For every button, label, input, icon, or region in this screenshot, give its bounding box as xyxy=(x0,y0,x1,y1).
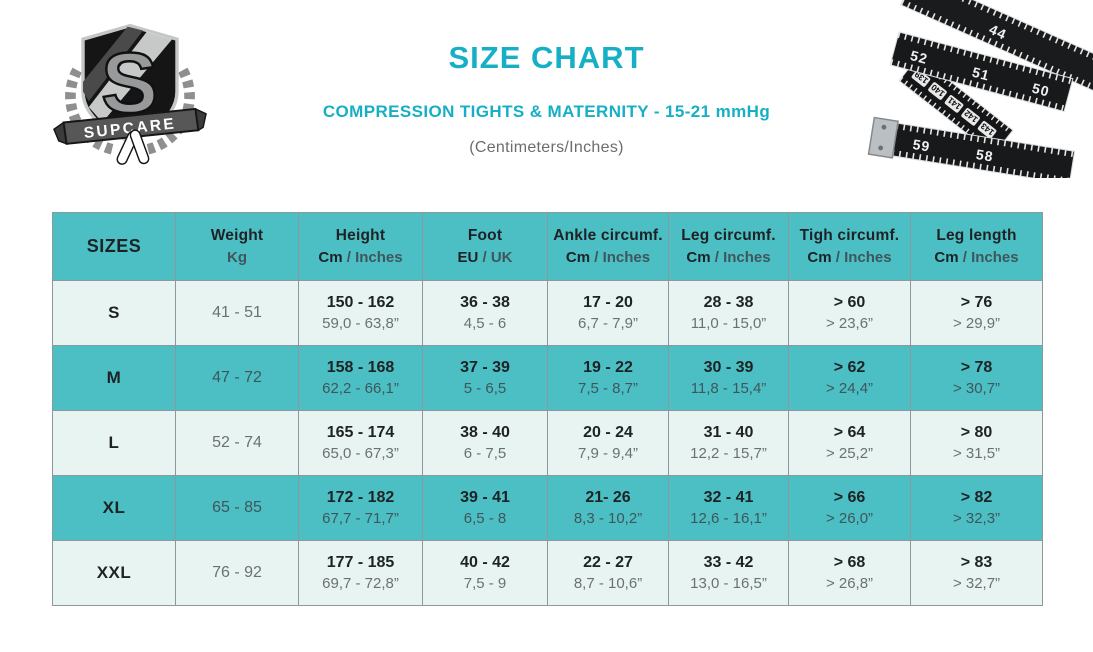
header-height: Height Cm / Inches xyxy=(298,212,423,281)
table-row-xxl: XXL 76 - 92 177 - 185 69,7 - 72,8” 40 - 4… xyxy=(52,540,1043,606)
tigh-circumf-cell: > 68 > 26,8” xyxy=(788,540,911,606)
shield-logo-icon: S SUPCARE xyxy=(53,23,207,165)
header-tigh-circumf: Tigh circumf. Cm / Inches xyxy=(788,212,911,281)
leg-circumf-cell: 33 - 42 13,0 - 16,5” xyxy=(668,540,789,606)
shield-stripe-light xyxy=(88,31,173,123)
height-cell: 158 - 168 62,2 - 66,1” xyxy=(298,345,423,411)
column-title: Leg length xyxy=(936,227,1017,244)
shield-stripe-dark xyxy=(83,26,144,102)
tape-band-second: 52 51 50 xyxy=(889,31,1074,113)
leg-length-cell: > 78 > 30,7” xyxy=(910,345,1043,411)
header-block: SIZE CHART COMPRESSION TIGHTS & MATERNIT… xyxy=(0,40,1093,157)
height-cell: 165 - 174 65,0 - 67,3” xyxy=(298,410,423,476)
svg-text:51: 51 xyxy=(970,64,991,84)
column-title: Weight xyxy=(210,227,264,244)
header-leg-length: Leg length Cm / Inches xyxy=(910,212,1043,281)
size-cell: S xyxy=(52,280,176,346)
weight-cell: 47 - 72 xyxy=(175,345,299,411)
laurel-left xyxy=(65,67,116,155)
size-cell: L xyxy=(52,410,176,476)
weight-cell: 52 - 74 xyxy=(175,410,299,476)
units-note: (Centimeters/Inches) xyxy=(469,139,624,156)
foot-cell: 36 - 38 4,5 - 6 xyxy=(422,280,548,346)
table-header-row: SIZES Weight Kg Height Cm / Inches Foot … xyxy=(52,212,1043,281)
page-subtitle: COMPRESSION TIGHTS & MATERNITY - 15-21 m… xyxy=(322,102,771,121)
leg-length-cell: > 82 > 32,3” xyxy=(910,475,1043,541)
column-title: Tigh circumf. xyxy=(799,227,900,244)
svg-text:59: 59 xyxy=(912,136,932,155)
tape-metal-tip xyxy=(867,116,899,159)
tigh-circumf-cell: > 60 > 23,6” xyxy=(788,280,911,346)
header-weight: Weight Kg xyxy=(175,212,299,281)
banner-ribbon xyxy=(62,107,200,145)
measuring-tape-image: 143 142 141 140 139 44 52 51 xyxy=(853,0,1093,185)
size-chart-table: SIZES Weight Kg Height Cm / Inches Foot … xyxy=(52,212,1043,606)
leg-circumf-cell: 30 - 39 11,8 - 15,4” xyxy=(668,345,789,411)
height-cell: 150 - 162 59,0 - 63,8” xyxy=(298,280,423,346)
height-cell: 177 - 185 69,7 - 72,8” xyxy=(298,540,423,606)
sizes-label: SIZES xyxy=(86,236,142,256)
legs-icon xyxy=(116,129,150,165)
column-title: Height xyxy=(335,227,386,244)
header-ankle-circumf: Ankle circumf. Cm / Inches xyxy=(547,212,669,281)
header-leg-circumf: Leg circumf. Cm / Inches xyxy=(668,212,789,281)
measuring-tape-icon: 143 142 141 140 139 44 52 51 xyxy=(867,0,1093,185)
column-title: Leg circumf. xyxy=(681,227,776,244)
column-title: Ankle circumf. xyxy=(553,227,663,244)
size-cell: M xyxy=(52,345,176,411)
tigh-circumf-cell: > 66 > 26,0” xyxy=(788,475,911,541)
svg-text:50: 50 xyxy=(1030,80,1051,100)
weight-cell: 41 - 51 xyxy=(175,280,299,346)
foot-cell: 40 - 42 7,5 - 9 xyxy=(422,540,548,606)
leg-circumf-cell: 32 - 41 12,6 - 16,1” xyxy=(668,475,789,541)
ankle-cell: 22 - 27 8,7 - 10,6” xyxy=(547,540,669,606)
size-cell: XXL xyxy=(52,540,176,606)
table-row-m: M 47 - 72 158 - 168 62,2 - 66,1” 37 - 39 5… xyxy=(52,345,1043,411)
page-title: SIZE CHART xyxy=(448,40,645,75)
table-row-xl: XL 65 - 85 172 - 182 67,7 - 71,7” 39 - 41… xyxy=(52,475,1043,541)
svg-text:52: 52 xyxy=(909,47,930,67)
leg-circumf-cell: 31 - 40 12,2 - 15,7” xyxy=(668,410,789,476)
header-foot: Foot EU / UK xyxy=(422,212,548,281)
weight-cell: 65 - 85 xyxy=(175,475,299,541)
ankle-cell: 21- 26 8,3 - 10,2” xyxy=(547,475,669,541)
leg-length-cell: > 83 > 32,7” xyxy=(910,540,1043,606)
supcare-logo: S SUPCARE xyxy=(50,14,210,174)
foot-cell: 37 - 39 5 - 6,5 xyxy=(422,345,548,411)
column-title: Foot xyxy=(467,227,503,244)
ankle-cell: 19 - 22 7,5 - 8,7” xyxy=(547,345,669,411)
svg-text:58: 58 xyxy=(975,146,995,165)
svg-text:44: 44 xyxy=(987,21,1010,43)
height-cell: 172 - 182 67,7 - 71,7” xyxy=(298,475,423,541)
leg-length-cell: > 76 > 29,9” xyxy=(910,280,1043,346)
foot-cell: 39 - 41 6,5 - 8 xyxy=(422,475,548,541)
tape-band-top: 44 xyxy=(899,0,1093,95)
leg-length-cell: > 80 > 31,5” xyxy=(910,410,1043,476)
foot-cell: 38 - 40 6 - 7,5 xyxy=(422,410,548,476)
tigh-circumf-cell: > 62 > 24,4” xyxy=(788,345,911,411)
ankle-cell: 20 - 24 7,9 - 9,4” xyxy=(547,410,669,476)
tigh-circumf-cell: > 64 > 25,2” xyxy=(788,410,911,476)
tape-band-bottom: 59 58 xyxy=(867,116,1076,185)
header-sizes: SIZES xyxy=(52,212,176,281)
leg-circumf-cell: 28 - 38 11,0 - 15,0” xyxy=(668,280,789,346)
tape-band-reverse: 143 142 141 140 139 xyxy=(898,55,1014,156)
table-row-l: L 52 - 74 165 - 174 65,0 - 67,3” 38 - 40 6… xyxy=(52,410,1043,476)
table-row-s: S 41 - 51 150 - 162 59,0 - 63,8” 36 - 38 4… xyxy=(52,280,1043,346)
weight-cell: 76 - 92 xyxy=(175,540,299,606)
size-cell: XL xyxy=(52,475,176,541)
ankle-cell: 17 - 20 6,7 - 7,9” xyxy=(547,280,669,346)
